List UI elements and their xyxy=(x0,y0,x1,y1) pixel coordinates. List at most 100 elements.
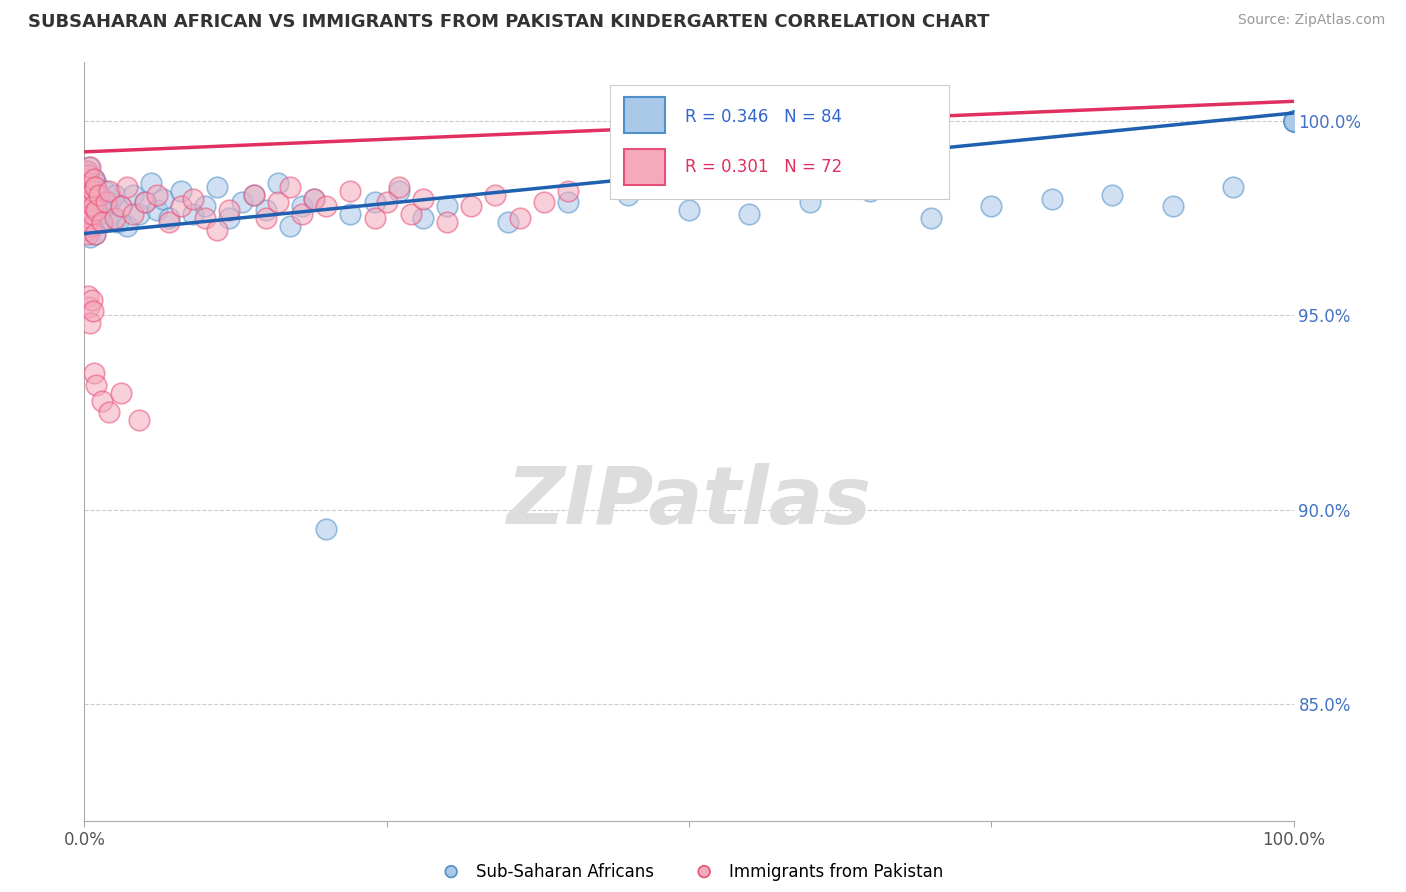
Point xyxy=(75,192,97,206)
Point xyxy=(146,203,169,218)
Point xyxy=(89,215,111,229)
Point xyxy=(128,207,150,221)
Point xyxy=(84,179,107,194)
Point xyxy=(799,195,821,210)
Point xyxy=(77,203,100,218)
Point xyxy=(315,199,337,213)
Point xyxy=(98,195,121,210)
Point xyxy=(157,215,180,229)
Point xyxy=(80,184,103,198)
Point xyxy=(242,187,264,202)
Point xyxy=(412,192,434,206)
Point xyxy=(363,195,385,210)
Point xyxy=(146,187,169,202)
Point xyxy=(82,219,104,233)
Point xyxy=(110,199,132,213)
Point xyxy=(76,195,98,210)
Point xyxy=(121,207,143,221)
Point xyxy=(231,195,253,210)
Point xyxy=(75,219,97,233)
Point xyxy=(1040,192,1063,206)
Point xyxy=(859,184,882,198)
Point xyxy=(80,207,103,221)
Point xyxy=(79,203,101,218)
Point xyxy=(76,207,98,221)
Point xyxy=(79,211,101,225)
Point xyxy=(77,301,100,315)
Point xyxy=(617,187,640,202)
Point xyxy=(267,176,290,190)
Point xyxy=(79,176,101,190)
Point xyxy=(76,179,98,194)
Point xyxy=(73,172,96,186)
Point xyxy=(110,199,132,213)
Point xyxy=(82,304,104,318)
Point xyxy=(75,184,97,198)
Point xyxy=(79,316,101,330)
Point xyxy=(134,195,156,210)
Point xyxy=(94,184,117,198)
Point xyxy=(1282,113,1305,128)
Point xyxy=(278,219,301,233)
Point xyxy=(291,207,314,221)
Point xyxy=(218,211,240,225)
Point xyxy=(79,187,101,202)
Point xyxy=(388,179,411,194)
Point xyxy=(388,184,411,198)
Point xyxy=(94,195,117,210)
Point xyxy=(557,195,579,210)
Point xyxy=(170,184,193,198)
Point xyxy=(77,187,100,202)
Point xyxy=(82,199,104,213)
Point xyxy=(157,211,180,225)
Point xyxy=(1282,113,1305,128)
Point xyxy=(134,195,156,210)
Point xyxy=(91,199,114,213)
Point xyxy=(75,172,97,186)
Point xyxy=(77,227,100,241)
Point xyxy=(1282,113,1305,128)
Point xyxy=(91,393,114,408)
Point xyxy=(139,176,162,190)
Point xyxy=(83,367,105,381)
Point xyxy=(460,199,482,213)
Point xyxy=(678,203,700,218)
Point xyxy=(97,184,120,198)
Point xyxy=(82,195,104,210)
Point xyxy=(1282,113,1305,128)
Point xyxy=(87,187,110,202)
Point xyxy=(1101,187,1123,202)
Point xyxy=(86,378,108,392)
Point xyxy=(97,405,120,419)
Text: Source: ZipAtlas.com: Source: ZipAtlas.com xyxy=(1237,13,1385,28)
Point xyxy=(181,192,204,206)
Point xyxy=(152,192,174,206)
Point xyxy=(76,222,98,236)
Point xyxy=(291,199,314,213)
Point xyxy=(80,192,103,206)
Point xyxy=(86,203,108,218)
Point xyxy=(84,179,107,194)
Point xyxy=(87,192,110,206)
Point xyxy=(91,215,114,229)
Point xyxy=(218,203,240,218)
Point xyxy=(267,195,290,210)
Point xyxy=(509,211,531,225)
Point xyxy=(76,215,98,229)
Point xyxy=(436,215,458,229)
Point xyxy=(363,211,385,225)
Point xyxy=(315,522,337,536)
Point xyxy=(80,219,103,233)
Point xyxy=(242,187,264,202)
Text: ZIPatlas: ZIPatlas xyxy=(506,463,872,541)
Point xyxy=(104,187,127,202)
Point xyxy=(73,199,96,213)
Point xyxy=(194,199,217,213)
Point xyxy=(207,222,229,236)
Point xyxy=(76,179,98,194)
Point xyxy=(980,199,1002,213)
Point xyxy=(1222,179,1244,194)
Point xyxy=(412,211,434,225)
Point xyxy=(77,161,100,175)
Point xyxy=(339,207,361,221)
